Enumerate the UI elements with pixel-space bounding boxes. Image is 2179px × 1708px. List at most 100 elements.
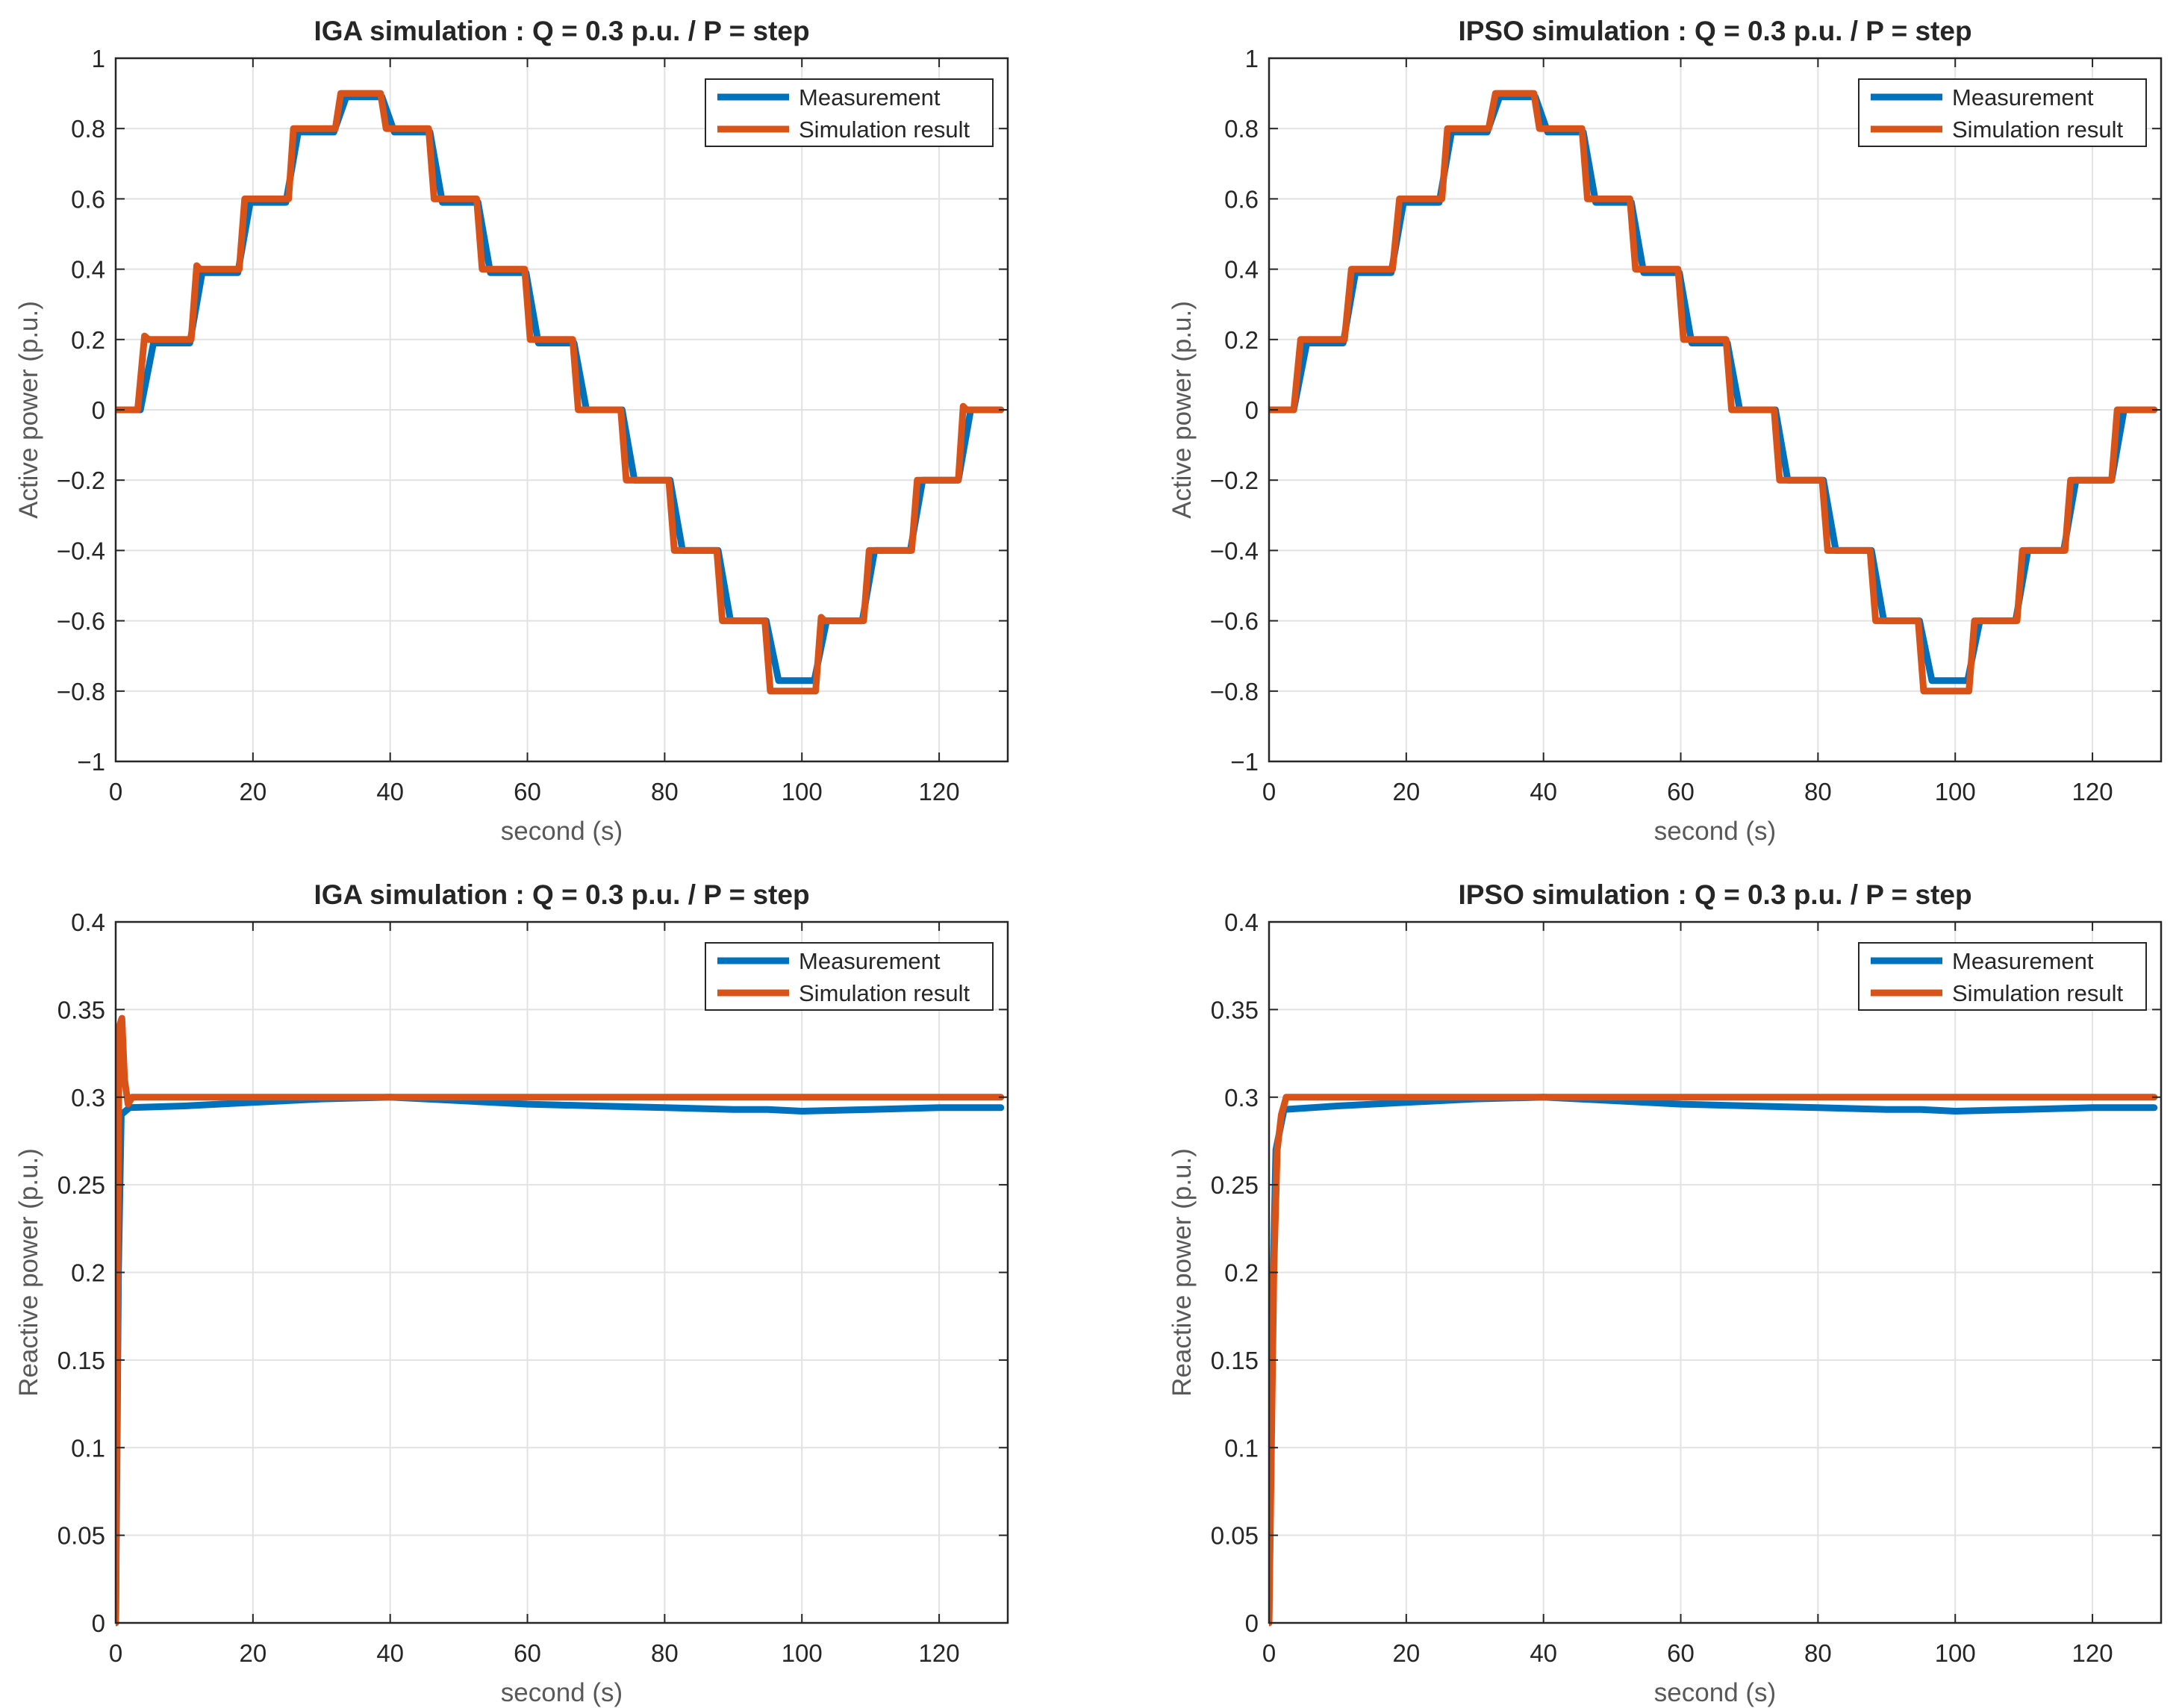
y-tick-label: 0.05 [57,1522,105,1550]
x-tick-label: 80 [651,778,679,805]
y-tick-label: −0.6 [57,608,105,635]
y-tick-label: −0.2 [1210,467,1259,494]
y-tick-label: 0.2 [71,1259,105,1287]
y-tick-label: −0.6 [1210,608,1259,635]
x-tick-label: 0 [109,1639,122,1667]
x-tick-label: 60 [514,778,541,805]
x-tick-label: 40 [376,1639,404,1667]
y-tick-label: 0.6 [71,185,105,213]
x-tick-label: 40 [1530,778,1557,805]
x-tick-label: 100 [782,1639,823,1667]
y-tick-label: 0.2 [1224,1259,1259,1287]
legend-label: Simulation result [799,980,970,1006]
y-tick-label: −1 [77,748,105,776]
y-tick-label: 0.35 [1211,996,1259,1023]
series-group [1269,90,2158,695]
x-axis-label: second (s) [501,817,623,846]
x-tick-label: 100 [782,778,823,805]
series-group [116,1014,1005,1627]
legend-box [705,78,994,147]
x-tick-label: 120 [2072,778,2113,805]
chart-title: IGA simulation : Q = 0.3 p.u. / P = step [314,16,809,46]
y-axis-label: Active power (p.u.) [1168,301,1197,519]
series-line-simulation-result [116,1014,1005,1627]
chart-title: IGA simulation : Q = 0.3 p.u. / P = step [314,879,809,910]
x-axis-label: second (s) [501,1678,623,1707]
y-tick-label: 0.6 [1224,185,1259,213]
legend-label: Simulation result [1952,980,2124,1006]
chart-title: IPSO simulation : Q = 0.3 p.u. / P = ste… [1458,16,1971,46]
y-tick-label: 0.8 [1224,115,1259,143]
y-tick-label: 0.35 [57,996,105,1023]
x-tick-label: 60 [1667,778,1695,805]
y-axis-label: Reactive power (p.u.) [1168,1148,1197,1397]
legend: Measurement Simulation result [1858,78,2147,147]
chart-panel-2: 0 20 40 60 80 100 120 −1 −0.8 −0.6 −0.4 −0.2 0 0.2 0.4… [1168,16,2163,846]
chart-panel-4: 0 20 40 60 80 100 120 0 0.05 0.1 0.15 0.2 0.25 0.3 0.3… [1168,879,2163,1707]
y-tick-label: −1 [1230,748,1259,776]
x-tick-label: 0 [1262,1639,1276,1667]
x-tick-label: 120 [2072,1639,2113,1667]
series-line-simulation-result [1269,1094,2158,1627]
x-tick-label: 60 [514,1639,541,1667]
y-tick-label: 0.4 [71,256,105,284]
series-line-measurement [116,1094,1005,1627]
y-tick-label: 0.2 [71,326,105,354]
x-tick-label: 40 [1530,1639,1557,1667]
x-tick-label: 80 [1804,1639,1832,1667]
y-tick-label: 0.3 [71,1084,105,1112]
y-tick-label: 0 [92,396,105,424]
x-tick-label: 100 [1935,778,1976,805]
y-tick-label: 0.3 [1224,1084,1259,1112]
y-tick-label: −0.8 [57,678,105,705]
x-tick-label: 20 [239,1639,266,1667]
y-tick-label: 0.4 [1224,256,1259,284]
y-tick-label: 0.25 [1211,1171,1259,1199]
legend-box [705,942,994,1011]
series-group [1269,1094,2158,1627]
y-tick-label: 0.15 [57,1347,105,1374]
x-tick-label: 120 [919,778,960,805]
y-tick-label: 0 [1245,396,1259,424]
x-tick-label: 0 [1262,778,1276,805]
y-tick-label: 0.4 [71,908,105,936]
y-tick-label: 0.25 [57,1171,105,1199]
x-tick-label: 120 [919,1639,960,1667]
y-tick-label: −0.4 [57,537,105,564]
series-line-simulation-result [116,90,1005,695]
y-tick-label: −0.4 [1210,537,1259,564]
x-tick-label: 20 [1392,778,1420,805]
x-tick-label: 20 [1392,1639,1420,1667]
x-tick-label: 80 [651,1639,679,1667]
y-tick-label: −0.2 [57,467,105,494]
y-axis-label: Active power (p.u.) [14,301,43,519]
legend: Measurement Simulation result [1858,942,2147,1011]
y-tick-label: 1 [92,45,105,72]
x-tick-label: 0 [109,778,122,805]
y-tick-label: 0.05 [1211,1522,1259,1550]
series-group [116,90,1005,695]
y-tick-label: 0 [92,1609,105,1637]
series-line-simulation-result [1269,90,2158,695]
legend-label: Measurement [1952,84,2094,110]
y-tick-label: 0.15 [1211,1347,1259,1374]
y-tick-label: 0 [1245,1609,1259,1637]
legend-label: Measurement [799,948,941,974]
legend-label: Measurement [1952,948,2094,974]
y-tick-label: −0.8 [1210,678,1259,705]
legend-box [1858,942,2147,1011]
y-tick-label: 0.2 [1224,326,1259,354]
x-axis-label: second (s) [1654,817,1776,846]
y-axis-label: Reactive power (p.u.) [14,1148,43,1397]
chart-panel-3: 0 20 40 60 80 100 120 0 0.05 0.1 0.15 0.2 0.25 0.3 0.3… [14,879,1009,1707]
x-tick-label: 20 [239,778,266,805]
legend: Measurement Simulation result [705,942,994,1011]
chart-panel-1: 0 20 40 60 80 100 120 −1 −0.8 −0.6 −0.4 −0.2 0 0.2 0.4… [14,16,1009,846]
y-tick-label: 0.8 [71,115,105,143]
y-tick-label: 1 [1245,45,1259,72]
x-tick-label: 40 [376,778,404,805]
chart-title: IPSO simulation : Q = 0.3 p.u. / P = ste… [1458,879,1971,910]
legend-label: Simulation result [799,116,970,143]
y-tick-label: 0.4 [1224,908,1259,936]
